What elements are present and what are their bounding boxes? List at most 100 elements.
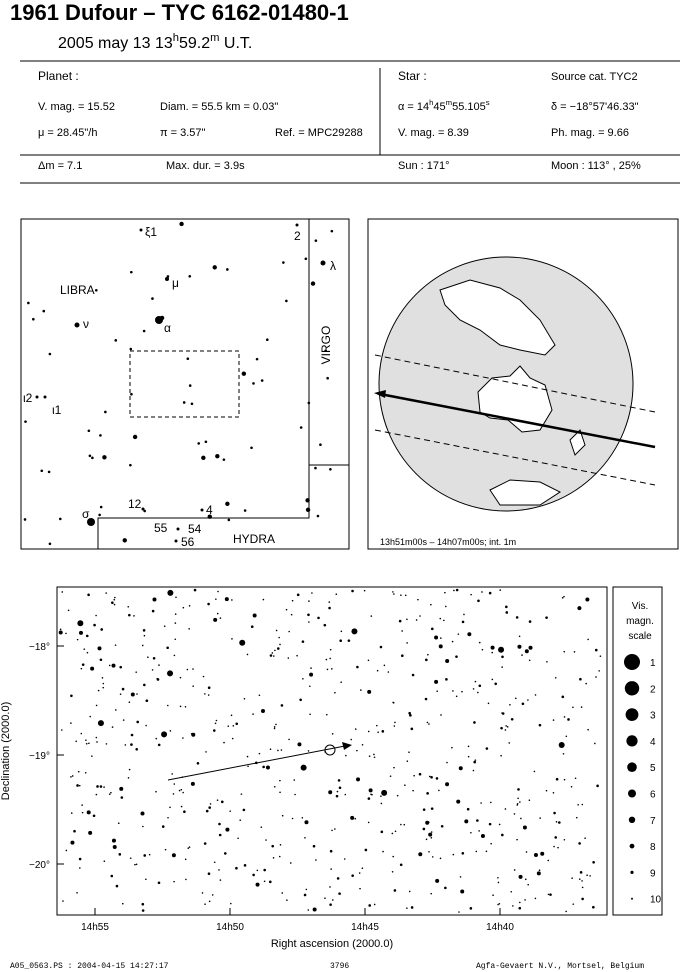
info-field: μ = 28.45"/h	[38, 127, 97, 139]
star	[43, 395, 47, 399]
star	[216, 612, 219, 615]
x-axis-title: Right ascension (2000.0)	[271, 938, 393, 950]
star	[187, 847, 190, 849]
star	[329, 903, 332, 906]
star	[74, 322, 80, 328]
star	[361, 867, 364, 870]
star	[35, 395, 39, 399]
star	[239, 639, 246, 646]
star	[119, 665, 123, 669]
star	[595, 676, 597, 678]
star	[452, 853, 455, 856]
star	[527, 883, 529, 886]
star	[354, 817, 357, 820]
star	[533, 770, 536, 773]
star	[587, 728, 589, 731]
star	[380, 802, 383, 805]
star	[350, 738, 353, 741]
star	[188, 605, 191, 607]
star	[406, 618, 408, 621]
star	[203, 842, 207, 845]
star	[300, 764, 307, 771]
star	[455, 655, 458, 658]
star	[103, 860, 106, 863]
star	[331, 733, 334, 735]
star	[469, 907, 473, 910]
star	[124, 744, 127, 746]
star	[485, 850, 488, 853]
star	[580, 706, 583, 708]
star	[207, 872, 211, 876]
star	[99, 505, 103, 509]
star	[398, 619, 402, 623]
star	[87, 593, 90, 597]
star	[329, 849, 333, 853]
text-part: π = 3.57"	[160, 127, 206, 139]
star	[506, 726, 509, 728]
star	[326, 668, 329, 671]
star	[380, 830, 384, 834]
star	[473, 721, 476, 724]
star	[547, 859, 550, 862]
star	[549, 893, 552, 896]
star	[379, 645, 383, 649]
star	[243, 864, 247, 867]
star	[105, 743, 108, 745]
star	[403, 823, 406, 826]
star	[406, 907, 408, 909]
legend-dot	[624, 654, 640, 670]
star	[207, 686, 211, 689]
finder-label: ι1	[52, 403, 62, 417]
info-field: Ph. mag. = 9.66	[551, 127, 629, 139]
star	[301, 640, 305, 643]
star	[201, 455, 206, 461]
star	[223, 852, 227, 855]
star	[561, 597, 564, 599]
legend-label: 2	[650, 684, 656, 695]
star	[182, 606, 185, 609]
star	[145, 878, 147, 881]
star	[581, 886, 584, 889]
star	[169, 806, 171, 809]
star	[392, 701, 394, 704]
star	[533, 852, 538, 857]
star	[501, 666, 503, 668]
star	[122, 719, 125, 721]
star	[121, 687, 125, 691]
star	[370, 793, 372, 796]
text-part: Diam. = 55.5 km = 0.03"	[160, 101, 278, 113]
star	[208, 900, 211, 903]
star	[445, 678, 448, 681]
star	[572, 706, 574, 709]
star	[128, 613, 131, 617]
star	[40, 469, 44, 473]
star	[528, 799, 531, 802]
star	[42, 309, 46, 313]
star	[110, 791, 112, 794]
star	[463, 613, 465, 616]
star	[280, 704, 284, 707]
star	[285, 299, 288, 303]
star	[157, 881, 161, 885]
star	[86, 810, 91, 815]
star	[58, 517, 62, 521]
text-part: Ref. = MPC29288	[275, 127, 363, 139]
star	[319, 443, 322, 446]
star	[273, 727, 276, 730]
finder-label: VIRGO	[319, 326, 333, 365]
star	[268, 880, 272, 884]
star	[466, 807, 470, 811]
star	[59, 628, 62, 631]
star	[320, 260, 326, 266]
star	[422, 827, 426, 831]
star	[271, 844, 275, 848]
star	[522, 825, 527, 830]
star	[428, 775, 431, 778]
star	[166, 646, 169, 650]
star	[528, 659, 531, 662]
star	[515, 616, 519, 619]
star	[524, 649, 529, 654]
finder-label: μ	[172, 276, 179, 290]
star	[242, 808, 246, 812]
star	[470, 831, 472, 834]
